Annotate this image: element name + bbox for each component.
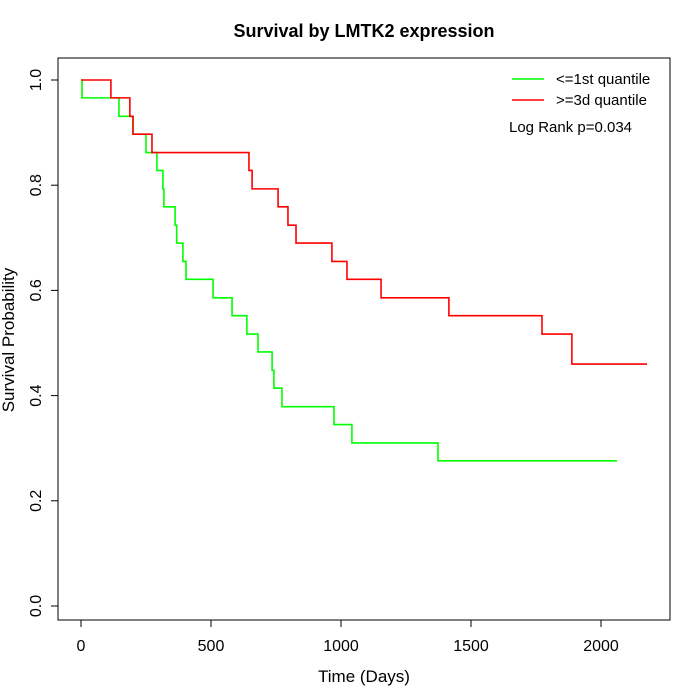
- x-tick-label: 2000: [583, 638, 619, 655]
- y-tick-label: 0.8: [28, 174, 45, 196]
- plot-frame: [57, 57, 671, 621]
- y-tick-label: 0.0: [28, 595, 45, 617]
- chart-title: Survival by LMTK2 expression: [233, 21, 494, 41]
- survival-curve-low: [81, 79, 618, 462]
- x-tick-label: 1000: [323, 638, 359, 655]
- y-axis-label: Survival Probability: [0, 267, 18, 412]
- log-rank-annotation: Log Rank p=0.034: [509, 119, 632, 136]
- y-tick-label: 0.6: [28, 279, 45, 301]
- legend-label-high: >=3d quantile: [556, 92, 647, 109]
- x-tick-label: 1500: [453, 638, 489, 655]
- x-tick-label: 0: [77, 638, 86, 655]
- y-tick-label: 0.4: [28, 384, 45, 406]
- legend: <=1st quantile >=3d quantile: [512, 71, 650, 109]
- x-axis-label: Time (Days): [318, 667, 410, 686]
- survival-curve-high: [81, 79, 648, 365]
- y-tick-label: 0.2: [28, 490, 45, 512]
- y-tick-label: 1.0: [28, 69, 45, 91]
- legend-label-low: <=1st quantile: [556, 71, 650, 88]
- x-tick-label: 500: [198, 638, 225, 655]
